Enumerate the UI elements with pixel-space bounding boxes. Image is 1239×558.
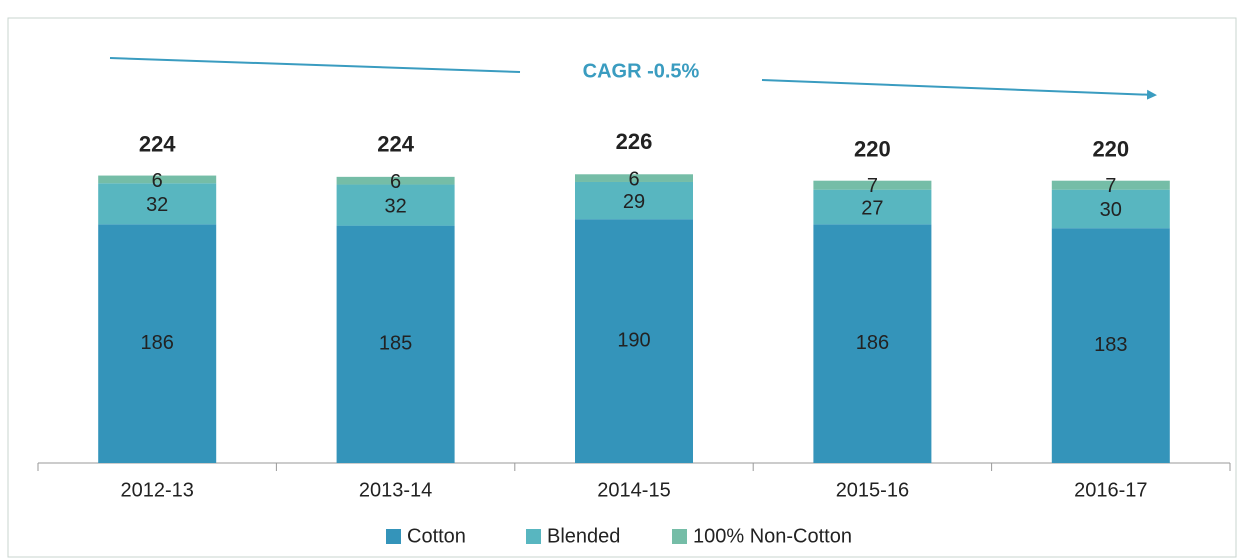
bar-segment <box>575 174 693 182</box>
legend-swatch <box>672 529 687 544</box>
segment-label: 29 <box>623 191 645 213</box>
segment-label: 7 <box>1105 175 1116 197</box>
bar-segment <box>813 224 932 463</box>
total-label: 224 <box>377 131 414 156</box>
legend-swatch <box>526 529 541 544</box>
trend-arrow-left <box>109 57 521 73</box>
bar-segment <box>1051 189 1170 229</box>
cagr-annotation: CAGR -0.5% <box>583 60 700 82</box>
segment-label: 30 <box>1100 199 1122 221</box>
segment-label: 190 <box>617 329 650 351</box>
segment-label: 32 <box>384 195 406 217</box>
segment-label: 6 <box>628 169 639 191</box>
x-tick-label: 2014-15 <box>597 479 670 501</box>
segment-label: 185 <box>379 333 412 355</box>
x-tick-label: 2015-16 <box>836 479 909 501</box>
bar-segment <box>813 180 932 190</box>
segment-label: 7 <box>867 175 878 197</box>
total-label: 226 <box>616 129 653 154</box>
bar-segment <box>1051 180 1170 190</box>
x-tick-label: 2012-13 <box>120 479 193 501</box>
bar-segment <box>336 225 455 463</box>
bar-segment <box>98 175 217 184</box>
trend-arrow-right <box>761 79 1157 100</box>
bar-segment <box>1051 228 1170 463</box>
legend-swatch <box>386 529 401 544</box>
x-tick-label: 2016-17 <box>1074 479 1147 501</box>
bar-segment <box>575 219 693 463</box>
bar-segment <box>98 183 217 225</box>
segment-label: 6 <box>152 170 163 192</box>
segment-label: 186 <box>141 332 174 354</box>
total-label: 220 <box>854 137 891 162</box>
legend-label: Cotton <box>407 525 466 547</box>
bar-segment <box>813 189 932 225</box>
segment-label: 32 <box>146 194 168 216</box>
bar-segment <box>98 224 217 463</box>
legend-label: Blended <box>547 525 620 547</box>
segment-label: 183 <box>1094 334 1127 356</box>
legend-label: 100% Non-Cotton <box>693 525 852 547</box>
chart-frame <box>7 17 1237 558</box>
segment-label: 27 <box>861 197 883 219</box>
total-label: 224 <box>139 131 176 156</box>
segment-label: 186 <box>856 332 889 354</box>
x-tick-label: 2013-14 <box>359 479 432 501</box>
segment-label: 6 <box>390 171 401 193</box>
total-label: 220 <box>1092 137 1129 162</box>
bar-segment <box>575 181 693 220</box>
bar-segment <box>336 184 455 226</box>
bar-segment <box>336 176 455 185</box>
